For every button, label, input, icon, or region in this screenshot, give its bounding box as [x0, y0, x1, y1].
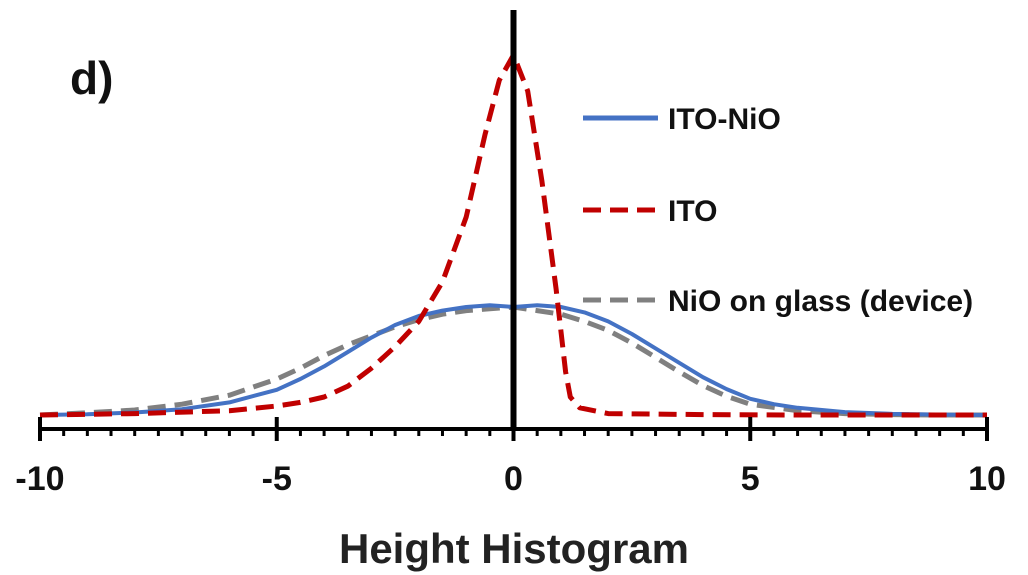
legend-label-ito-nio: ITO-NiO — [668, 103, 781, 136]
x-ticks — [38, 417, 989, 441]
legend-label-ito: ITO — [668, 195, 717, 228]
panel-label: d) — [70, 52, 113, 104]
x-tick-label: 5 — [741, 460, 760, 498]
series-line-ito-nio — [39, 303, 988, 417]
legend-label-nio-on-glass-device: NiO on glass (device) — [668, 285, 973, 318]
series-line-ito — [39, 52, 987, 418]
x-tick-label: -5 — [262, 460, 292, 498]
x-tick-labels: -10 -5 0 5 10 — [15, 460, 1005, 498]
x-tick-label: 0 — [504, 460, 523, 498]
legend: ITO-NiO ITO NiO on glass (device) — [583, 103, 973, 318]
x-tick-label: 10 — [968, 460, 1006, 498]
x-axis-title: Height Histogram — [339, 525, 689, 572]
x-tick-label: -10 — [15, 460, 64, 498]
